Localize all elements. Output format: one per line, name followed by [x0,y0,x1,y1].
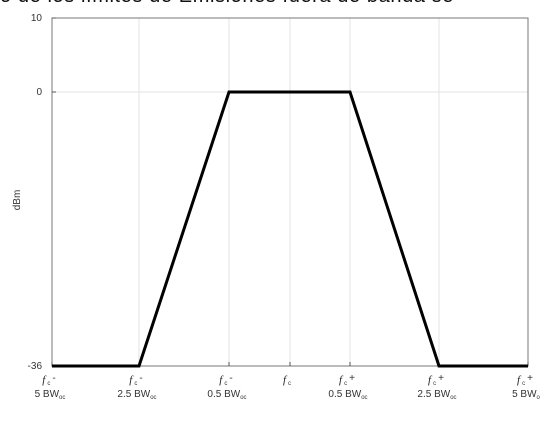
x-tick-label: f c - 2.5 BWoc [117,373,156,401]
x-tick-label: f c + 2.5 BWoc [417,373,456,401]
grid [52,17,528,367]
svg-text:2.5 BWoc: 2.5 BWoc [417,389,456,401]
header-text: o de los límites de Emisiones fuera de b… [0,0,546,9]
svg-text:fc+: f c + [428,373,444,387]
y-tick-label: 0 [36,87,42,98]
svg-text:fc-: fc- [42,373,55,387]
x-tick-label: f c + 0.5 BWoc [328,373,367,401]
y-axis-label: dBm [12,190,23,211]
svg-text:fc: fc [283,374,291,387]
emission-mask-line [52,90,528,368]
svg-text:5 BWoc: 5 BWoc [35,389,66,401]
x-ticks: f c - 5 BWoc f c - 2.5 BWoc f c - 0.5 BWoc f c f c + 0.5 … [35,362,541,401]
svg-text:0.5 BWoc: 0.5 BWoc [207,389,246,401]
svg-text:fc-: fc- [219,373,232,387]
svg-text:0.5 BWoc: 0.5 BWoc [328,389,367,401]
svg-text:fc+: f c + [339,373,355,387]
svg-text:5 BWo: 5 BWo [512,389,540,401]
x-tick-label: f c - 0.5 BWoc [207,373,246,401]
svg-text:fc-: fc- [129,373,142,387]
y-tick-label: -36 [28,361,43,372]
svg-text:2.5 BWoc: 2.5 BWoc [117,389,156,401]
svg-text:fc+: f c + [517,373,533,387]
y-tick-label: 10 [31,13,43,24]
x-tick-label: f c + 5 BWo [512,373,540,401]
x-tick-label: f c - 5 BWoc [35,373,66,401]
